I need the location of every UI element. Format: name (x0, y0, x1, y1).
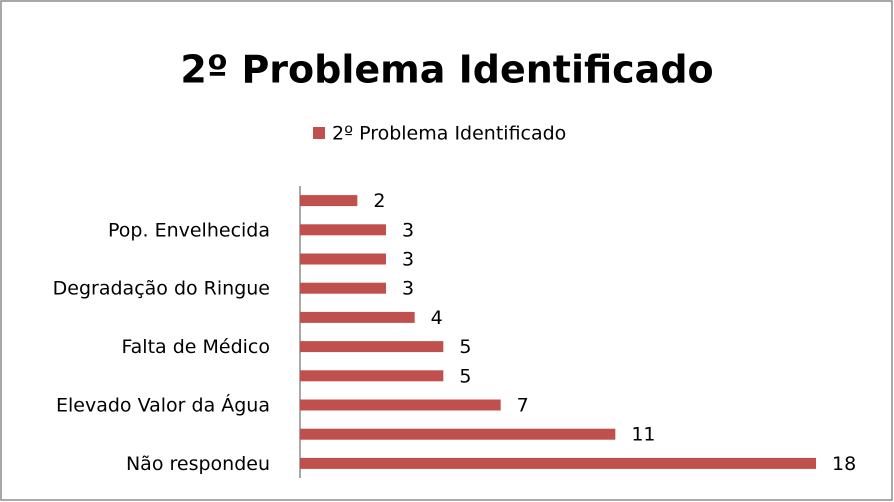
data-label: 4 (431, 307, 443, 329)
legend-label: 2º Problema Identificado (332, 123, 566, 145)
chart-title: 2º Problema Identificado (180, 48, 713, 92)
data-label: 5 (459, 336, 471, 358)
data-label: 18 (832, 453, 856, 475)
data-label: 3 (402, 249, 414, 271)
y-tick-label: Degradação do Ringue (53, 278, 270, 300)
bar (300, 399, 501, 411)
bar (300, 457, 816, 469)
bar (300, 428, 616, 440)
data-label: 7 (517, 395, 529, 417)
bar (300, 253, 386, 265)
legend-swatch (313, 127, 325, 139)
data-label: 5 (459, 365, 471, 387)
data-label: 2 (373, 190, 385, 212)
bar (300, 224, 386, 236)
data-label: 3 (402, 278, 414, 300)
y-tick-label: Não respondeu (126, 453, 270, 475)
bar (300, 370, 444, 382)
bar (300, 282, 386, 294)
bar (300, 311, 415, 323)
y-tick-label: Pop. Envelhecida (108, 219, 270, 241)
bar (300, 341, 444, 353)
bar (300, 195, 358, 207)
y-tick-label: Elevado Valor da Água (56, 394, 270, 417)
data-label: 3 (402, 219, 414, 241)
y-tick-label: Falta de Médico (121, 336, 270, 358)
data-label: 11 (631, 424, 655, 446)
